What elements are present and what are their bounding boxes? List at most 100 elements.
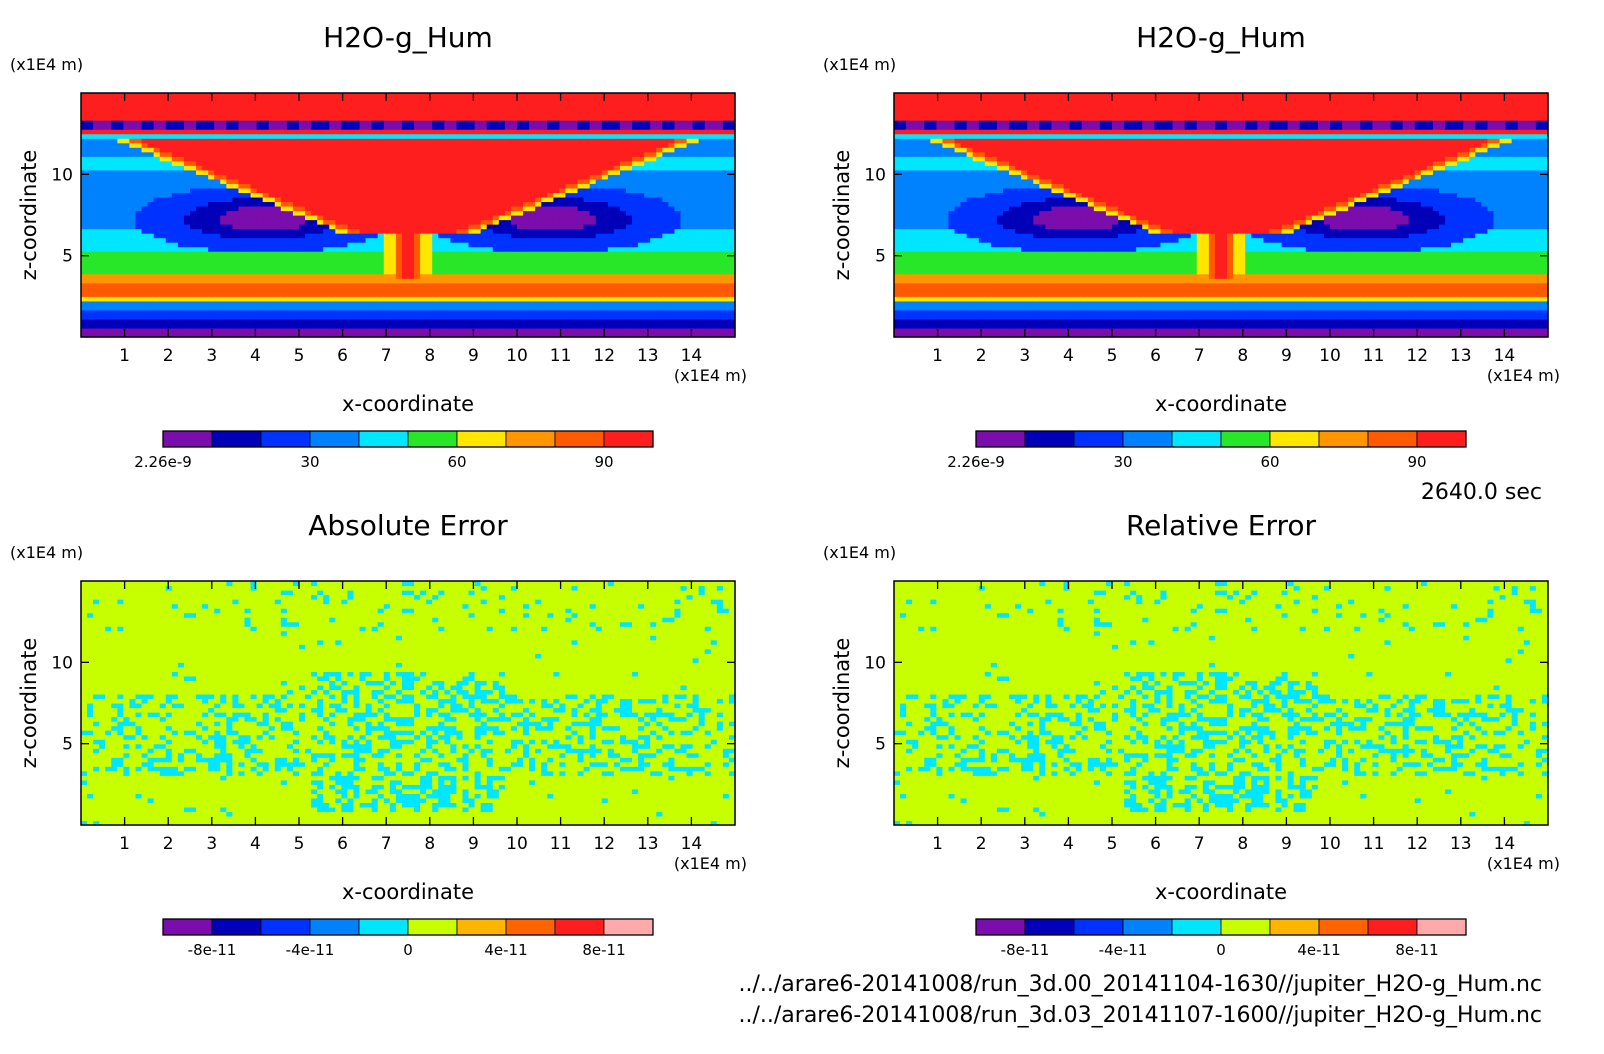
field-cell	[111, 197, 118, 202]
field-cell	[384, 233, 391, 238]
field-cell	[245, 165, 252, 170]
field-cell	[105, 278, 112, 283]
field-cell	[578, 165, 585, 170]
field-cell	[335, 98, 342, 103]
field-cell	[396, 206, 403, 211]
field-cell	[329, 174, 336, 179]
field-cell	[99, 278, 106, 283]
field-cell	[136, 305, 143, 310]
field-cell	[299, 93, 306, 98]
field-cell	[341, 120, 348, 125]
field-cell	[456, 143, 463, 148]
field-cell	[123, 220, 130, 225]
field-cell	[263, 120, 270, 125]
field-cell	[287, 188, 294, 193]
field-cell	[275, 238, 282, 243]
field-cell	[396, 215, 403, 220]
field-cell	[154, 93, 161, 98]
field-cell	[372, 319, 379, 324]
field-cell	[111, 238, 118, 243]
field-cell	[202, 269, 209, 274]
field-cell	[414, 323, 421, 328]
field-cell	[142, 107, 149, 112]
field-cell	[178, 283, 185, 288]
field-cell	[154, 260, 161, 265]
field-cell	[238, 247, 245, 252]
field-cell	[414, 274, 421, 279]
field-cell	[608, 170, 615, 175]
field-cell	[608, 278, 615, 283]
field-cell	[402, 134, 409, 139]
field-cell	[463, 215, 470, 220]
field-cell	[384, 260, 391, 265]
field-cell	[565, 192, 572, 197]
field-cell	[414, 192, 421, 197]
field-cell	[396, 179, 403, 184]
field-cell	[481, 292, 488, 297]
field-cell	[420, 192, 427, 197]
field-cell	[111, 260, 118, 265]
field-cell	[614, 152, 621, 157]
field-cell	[196, 310, 203, 315]
field-cell	[81, 292, 88, 297]
field-cell	[196, 134, 203, 139]
field-cell	[335, 274, 342, 279]
field-cell	[257, 134, 264, 139]
field-cell	[378, 147, 385, 152]
field-cell	[281, 238, 288, 243]
field-cell	[620, 251, 627, 256]
field-cell	[602, 197, 609, 202]
field-cell	[160, 314, 167, 319]
field-cell	[196, 283, 203, 288]
field-cell	[81, 265, 88, 270]
field-cell	[559, 278, 566, 283]
field-cell	[81, 220, 88, 225]
field-cell	[590, 256, 597, 261]
field-cell	[602, 301, 609, 306]
field-cell	[450, 116, 457, 121]
field-cell	[511, 170, 518, 175]
field-cell	[347, 296, 354, 301]
field-cell	[166, 192, 173, 197]
field-cell	[366, 93, 373, 98]
field-cell	[523, 143, 530, 148]
field-cell	[245, 192, 252, 197]
field-cell	[202, 174, 209, 179]
field-cell	[535, 314, 542, 319]
field-cell	[444, 319, 451, 324]
field-cell	[469, 292, 476, 297]
field-cell	[632, 165, 639, 170]
field-cell	[81, 152, 88, 157]
field-cell	[136, 224, 143, 229]
field-cell	[614, 107, 621, 112]
field-cell	[323, 125, 330, 130]
field-cell	[402, 147, 409, 152]
field-cell	[481, 143, 488, 148]
field-cell	[281, 210, 288, 215]
field-cell	[602, 188, 609, 193]
field-cell	[220, 278, 227, 283]
field-cell	[245, 197, 252, 202]
field-cell	[396, 247, 403, 252]
field-cell	[529, 283, 536, 288]
field-cell	[608, 224, 615, 229]
field-cell	[396, 143, 403, 148]
field-cell	[450, 156, 457, 161]
field-cell	[329, 134, 336, 139]
field-cell	[281, 206, 288, 211]
field-cell	[420, 197, 427, 202]
field-cell	[117, 147, 124, 152]
field-cell	[99, 107, 106, 112]
field-cell	[172, 143, 179, 148]
field-cell	[226, 314, 233, 319]
field-cell	[517, 283, 524, 288]
field-cell	[444, 201, 451, 206]
field-cell	[269, 93, 276, 98]
field-cell	[287, 192, 294, 197]
field-cell	[299, 310, 306, 315]
field-cell	[99, 192, 106, 197]
field-cell	[414, 283, 421, 288]
field-cell	[456, 179, 463, 184]
field-cell	[547, 274, 554, 279]
field-cell	[202, 310, 209, 315]
